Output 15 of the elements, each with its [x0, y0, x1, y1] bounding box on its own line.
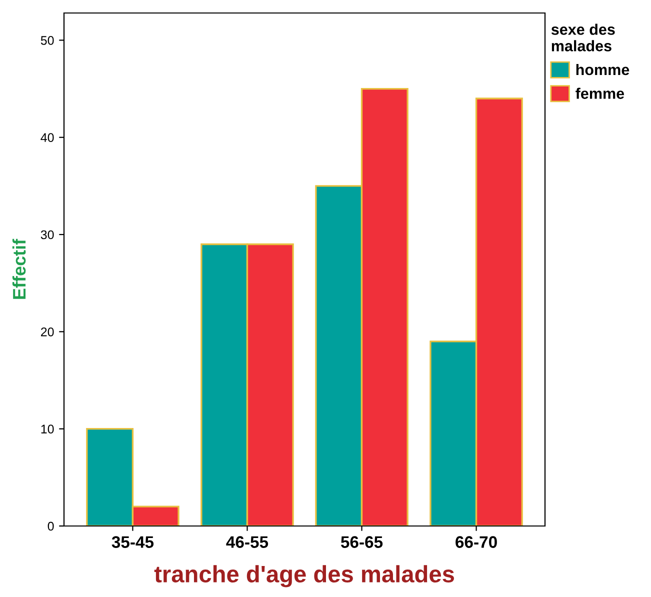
legend-label: femme — [576, 88, 624, 99]
legend-title: sexe des malades — [551, 24, 615, 52]
x-tick-label: 35-45 — [112, 536, 154, 548]
x-tick-label: 56-65 — [340, 536, 383, 548]
y-tick-label: 50 — [40, 36, 54, 45]
y-axis-title: Effectif — [12, 238, 26, 299]
x-tick-label: 66-70 — [456, 536, 497, 548]
x-axis-title: tranche d'age des malades — [154, 565, 454, 588]
y-tick-label: 40 — [40, 133, 54, 142]
y-tick-label: 20 — [41, 327, 54, 336]
legend-label: homme — [576, 64, 630, 76]
y-tick-label: 0 — [48, 522, 54, 531]
x-tick-label: 46-55 — [226, 536, 268, 548]
y-tick-label: 10 — [41, 424, 54, 434]
y-tick-label: 30 — [40, 230, 54, 240]
